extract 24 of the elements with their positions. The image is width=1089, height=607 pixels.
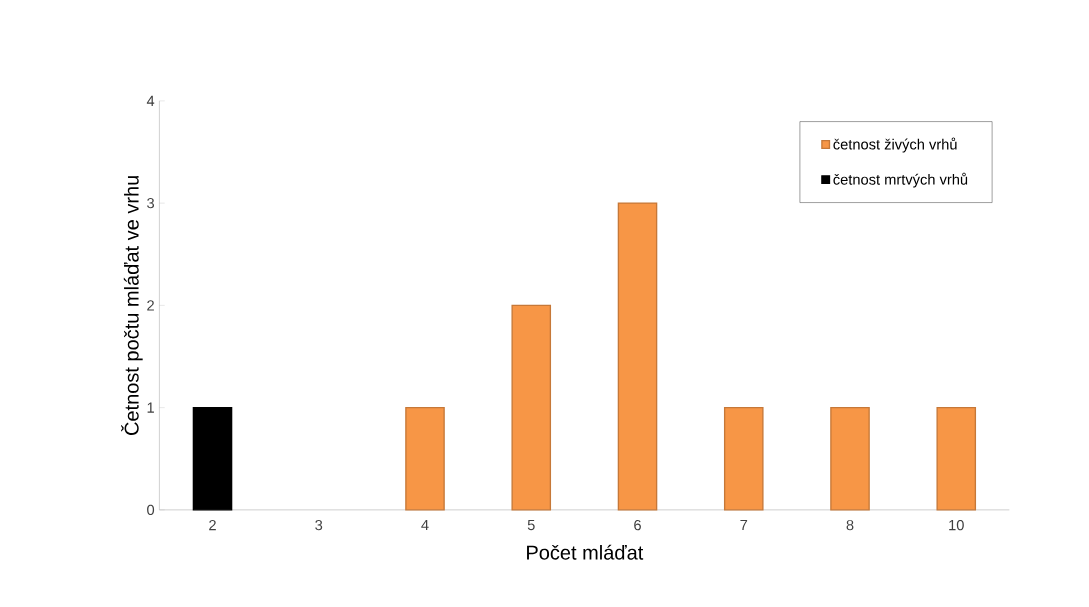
bar [511, 304, 552, 511]
x-tick-label: 5 [527, 519, 535, 531]
x-tick-label: 2 [209, 519, 216, 531]
x-axis-title: Počet mláďat [527, 544, 644, 560]
y-tick-label: 1 [147, 402, 154, 413]
legend-label: četnost živých vrhů [833, 137, 957, 153]
x-tick-label: 4 [421, 519, 429, 530]
x-tick-label: 10 [949, 519, 964, 531]
bar [405, 406, 445, 511]
legend-label: četnost mrtvých vrhů [833, 172, 968, 188]
x-tick-label: 8 [846, 519, 854, 531]
bar [723, 406, 764, 511]
x-tick-label: 7 [740, 519, 748, 530]
y-tick-label: 3 [147, 197, 155, 209]
x-tick-label: 6 [634, 519, 641, 531]
y-tick-label: 0 [147, 504, 155, 516]
bar [617, 202, 658, 511]
bar [936, 406, 977, 511]
y-tick-label: 2 [147, 300, 154, 311]
bar [192, 406, 233, 511]
y-tick-label: 4 [146, 95, 155, 106]
y-axis-title: Četnost počtu mláďat ve vrhu [121, 176, 143, 435]
bar [830, 406, 870, 511]
x-tick-label: 3 [315, 519, 323, 531]
